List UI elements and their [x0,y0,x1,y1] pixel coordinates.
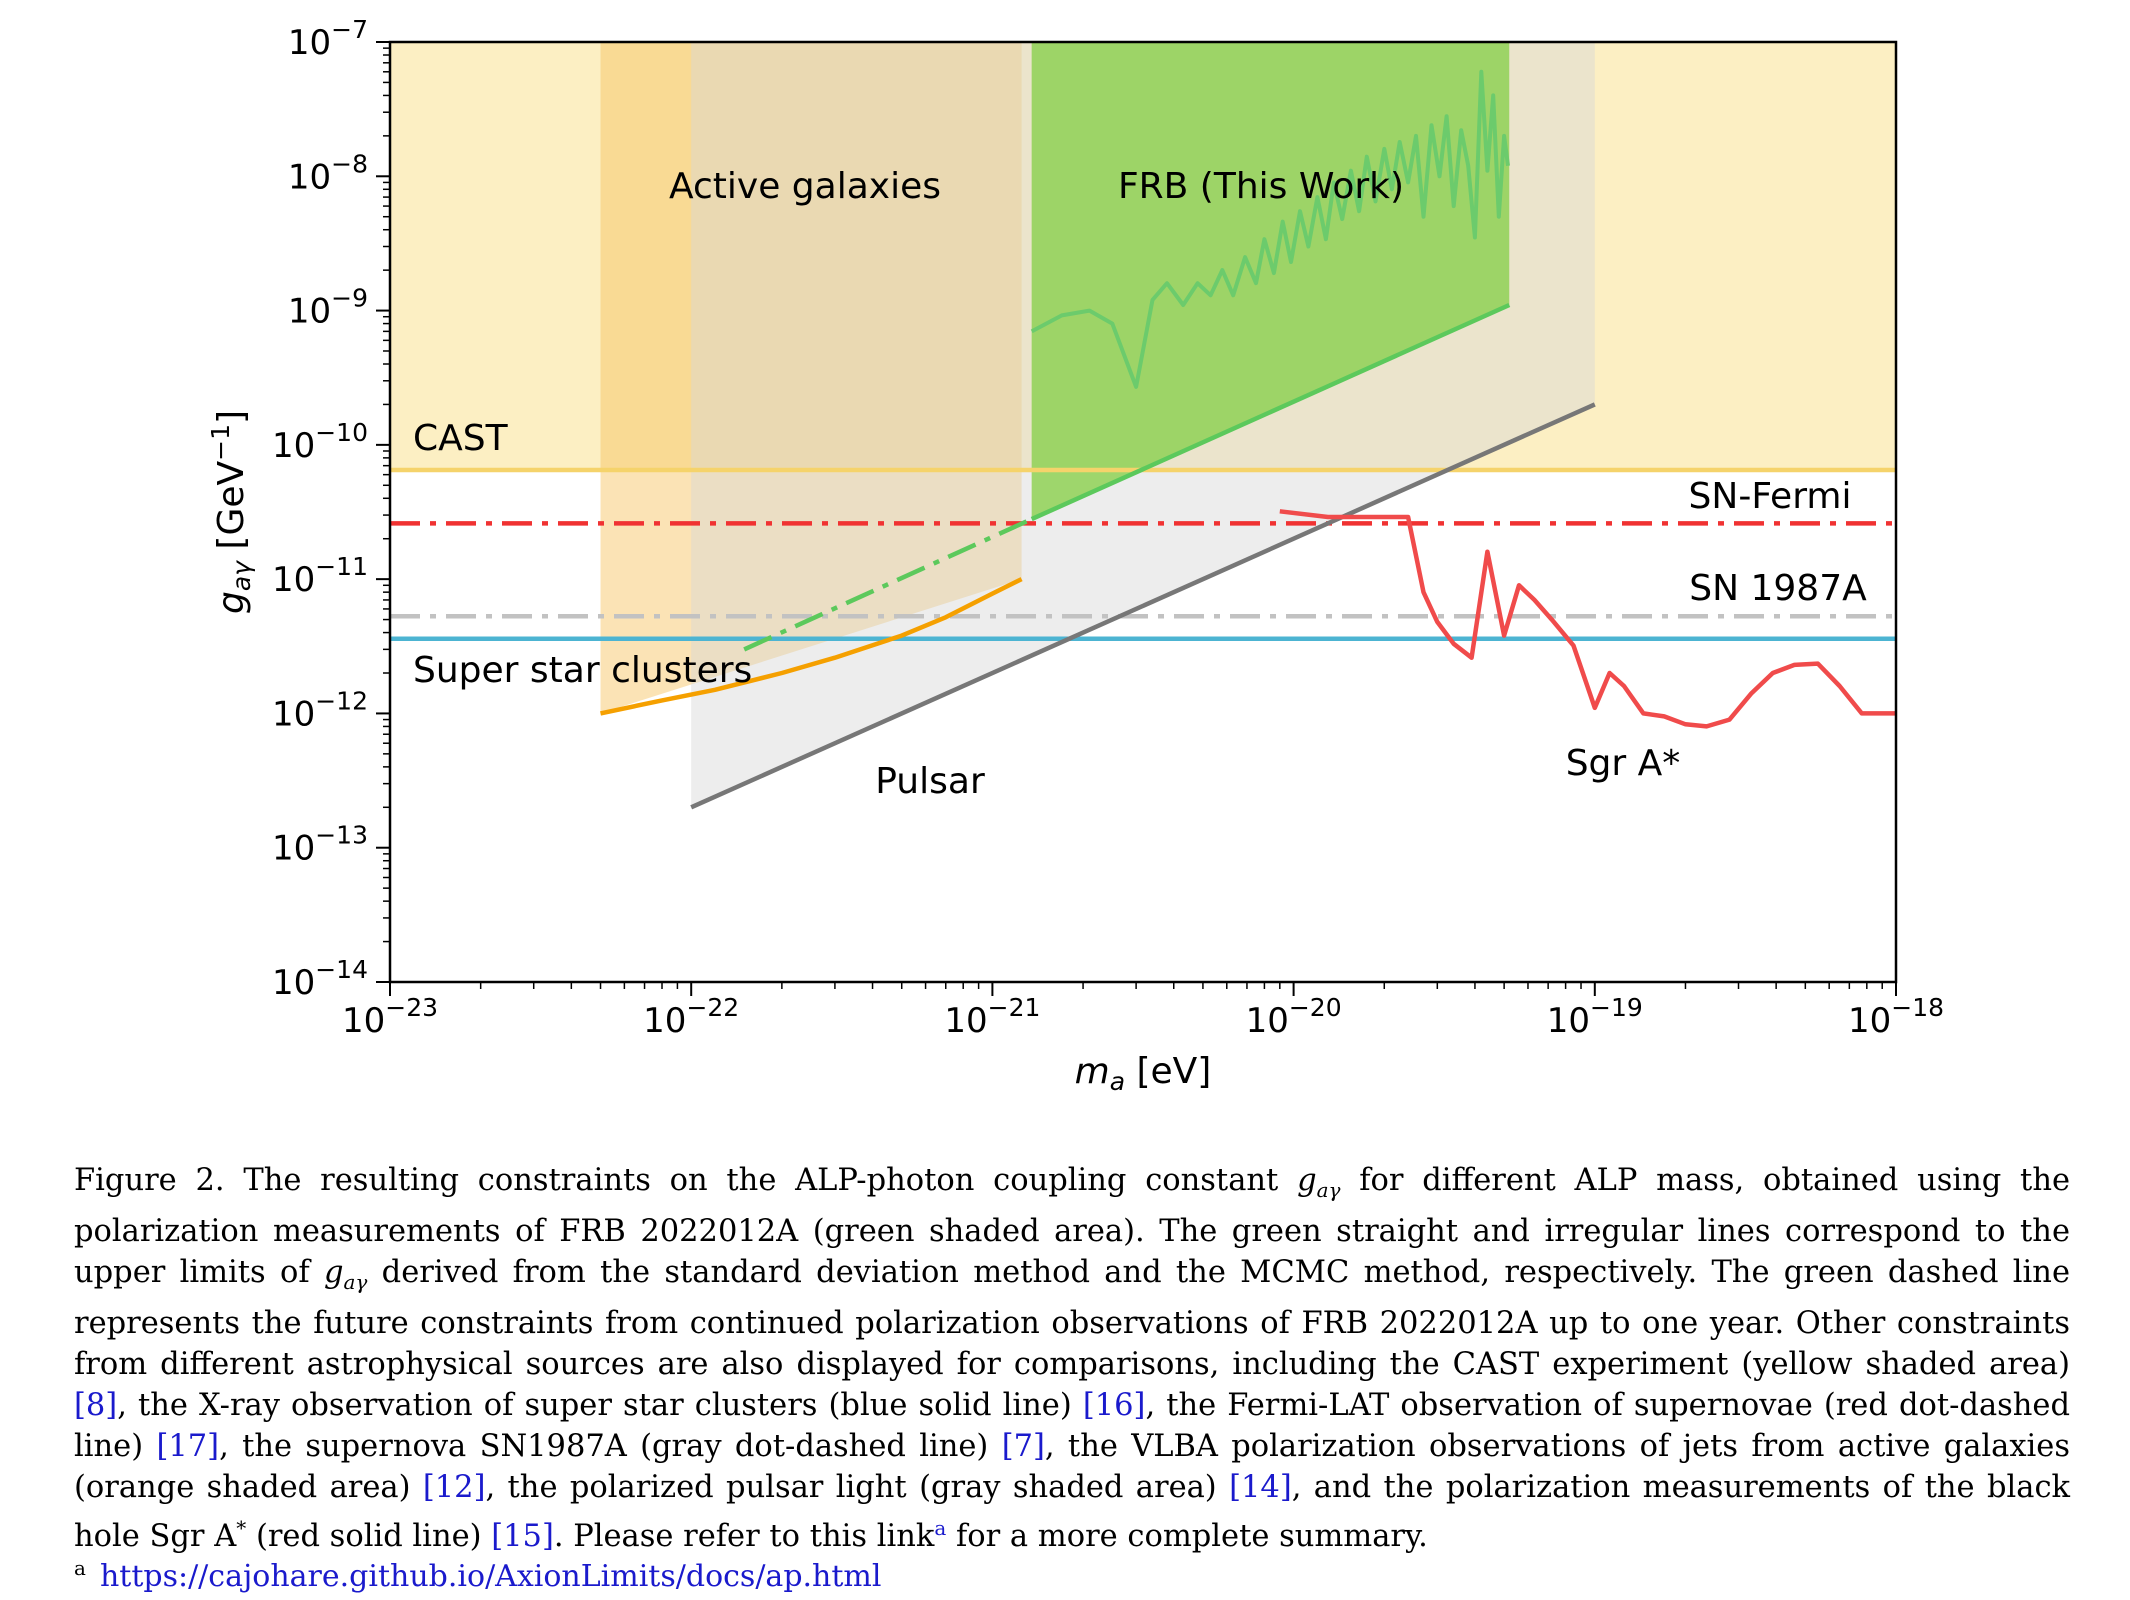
y-tick-label: 10−9 [288,284,368,332]
caption-label: Figure 2. [74,1163,225,1198]
limit-lines [390,69,1896,810]
citation-link[interactable]: [12] [422,1470,486,1506]
label-frb: FRB (This Work) [1118,166,1404,207]
y-tick-label: 10−7 [288,15,368,63]
label-cast: CAST [413,418,509,459]
caption-text: , the Fermi-LAT observation of supernova… [74,1388,2070,1465]
y-tick-label: 10−11 [272,552,368,600]
label-sn1987a: SN 1987A [1689,568,1867,609]
y-axis-title: gaγ [GeV−1] [206,410,256,614]
citation-link[interactable]: [16] [1082,1388,1146,1424]
label-sgr-a: Sgr A* [1566,743,1681,784]
caption-text: , the X-ray observation of super star cl… [117,1388,1072,1424]
caption-text: for a more complete summary. [955,1519,1428,1555]
citation-link[interactable]: [17] [156,1429,220,1465]
caption-text: . Please refer to this link [553,1519,935,1555]
series-active-galaxies [600,577,1023,716]
footnote-url[interactable]: https://cajohare.github.io/AxionLimits/d… [99,1559,882,1594]
series-frb-std [1030,302,1511,522]
series-frb-mcmc [1030,69,1510,389]
footnote-link[interactable]: a [934,1516,947,1541]
caption-text: , the polarized pulsar light (gray shade… [485,1470,1217,1506]
x-tick-label: 10−20 [1246,993,1342,1041]
caption-text: derived from the standard deviation meth… [74,1255,2070,1383]
constraint-chart: 10−23 10−22 10−21 10−20 10−19 10−18 10−14 10−13… [206,15,1944,1096]
x-tick-label: 10−18 [1848,993,1944,1041]
y-tick-label: 10−12 [272,686,368,734]
citation-link[interactable]: [14] [1229,1470,1292,1506]
caption-text: (red solid line) [255,1519,482,1555]
caption-text: , the supernova SN1987A (gray dot-dashed… [219,1429,989,1465]
region-frb-this-work [1031,42,1510,520]
caption-text: for different ALP mass, obtained using t… [74,1163,2071,1291]
x-tick-label: 10−23 [342,993,438,1041]
footnote-mark: a [74,1556,86,1580]
caption-var: gaγ [323,1255,368,1295]
label-pulsar: Pulsar [875,761,985,802]
label-active-galaxies: Active galaxies [669,166,941,207]
y-tick-label: 10−14 [272,955,368,1003]
y-tick-label: 10−10 [272,418,368,466]
plot-frame [388,40,1898,984]
axis-ticks: 10−23 10−22 10−21 10−20 10−19 10−18 10−14 10−13… [272,15,1944,1041]
series-pulsar [690,402,1596,810]
label-super-star-clusters: Super star clusters [413,650,752,691]
shaded-regions [390,42,1896,808]
region-active-galaxies [600,42,1022,714]
citation-link[interactable]: [15] [491,1519,554,1555]
y-tick-label: 10−8 [288,149,368,197]
caption-text: The resulting constraints on the ALP-pho… [243,1163,1279,1198]
caption-text: , and the polarization measurements of t… [74,1470,2071,1555]
y-tick-label: 10−13 [272,821,368,869]
figure-caption: Figure 2. The resulting constraints on t… [74,1160,2070,1557]
x-tick-label: 10−22 [643,993,739,1041]
citation-link[interactable]: [7] [1001,1429,1045,1465]
caption-text: , the VLBA polarization observations of … [74,1429,2071,1506]
caption-var: gaγ [1297,1163,1341,1203]
caption-star: * [236,1516,247,1541]
citation-link[interactable]: [8] [74,1388,118,1424]
x-tick-label: 10−19 [1547,993,1643,1041]
footnote: a https://cajohare.github.io/AxionLimits/… [74,1556,881,1594]
x-axis-title: ma [eV] [1075,1051,1212,1096]
label-sn-fermi: SN-Fermi [1689,476,1852,517]
x-tick-label: 10−21 [944,993,1040,1041]
series-sgr-a [1279,509,1896,729]
series-frb-future [743,517,1033,652]
